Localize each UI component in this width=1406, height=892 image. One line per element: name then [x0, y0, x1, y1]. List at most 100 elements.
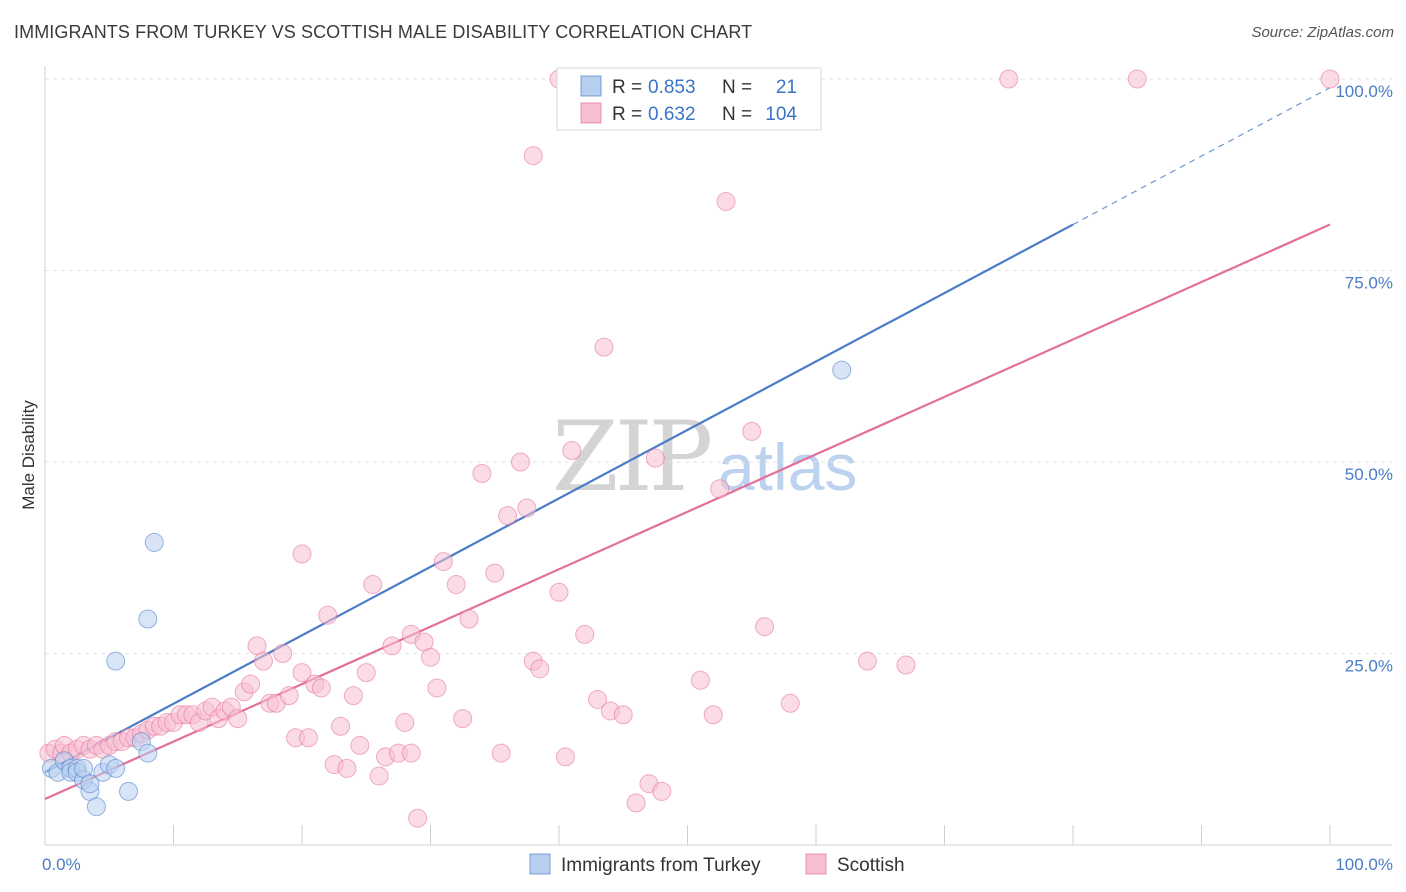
- y-tick-label-25: 25.0%: [1345, 657, 1393, 676]
- point-0-20: [144, 532, 164, 552]
- trend-line-1: [44, 223, 1331, 801]
- point-1-63: [446, 575, 466, 595]
- x-tick-label-0: 0.0%: [42, 855, 81, 874]
- point-1-52: [369, 766, 389, 786]
- point-1-78: [588, 689, 608, 709]
- point-1-99: [401, 743, 421, 763]
- point-0-10: [80, 774, 100, 794]
- point-1-101: [292, 544, 312, 564]
- grid: [45, 78, 1392, 654]
- point-1-96: [999, 69, 1019, 89]
- point-0-21: [832, 360, 852, 380]
- point-1-71: [517, 498, 537, 518]
- point-0-15: [106, 651, 126, 671]
- point-1-38: [279, 686, 299, 706]
- point-1-91: [755, 617, 775, 637]
- legend-swatch-turkey: [529, 853, 551, 875]
- point-1-66: [472, 463, 492, 483]
- point-1-32: [241, 674, 261, 694]
- point-1-74: [549, 582, 569, 602]
- point-1-49: [350, 735, 370, 755]
- stats-r-value-turkey: 0.853: [648, 77, 696, 98]
- point-1-88: [710, 479, 730, 499]
- y-tick-label-100: 100.0%: [1335, 82, 1393, 101]
- point-1-77: [575, 624, 595, 644]
- point-1-69: [498, 506, 518, 526]
- point-0-16: [119, 781, 139, 801]
- point-1-79: [594, 337, 614, 357]
- stats-r-value-scottish: 0.632: [648, 104, 696, 125]
- stats-n-value-turkey: 21: [776, 77, 797, 98]
- point-1-75: [555, 747, 575, 767]
- point-1-76: [562, 441, 582, 461]
- point-1-97: [1127, 69, 1147, 89]
- stats-legend: R = 0.853 N = 21 R = 0.632 N = 104: [556, 67, 822, 131]
- point-1-67: [485, 563, 505, 583]
- point-1-48: [343, 686, 363, 706]
- data-points: [39, 69, 1340, 828]
- stats-n-value-scottish: 104: [765, 104, 797, 125]
- y-axis-label: Male Disability: [19, 400, 38, 510]
- trend-lines: [44, 87, 1331, 801]
- series-legend: Immigrants from Turkey Scottish: [529, 853, 905, 876]
- source-label: Source: ZipAtlas.com: [1251, 24, 1394, 41]
- point-1-58: [408, 808, 428, 828]
- legend-label-turkey: Immigrants from Turkey: [561, 855, 761, 876]
- stats-legend-swatch-scottish: [580, 102, 602, 124]
- point-1-82: [626, 793, 646, 813]
- point-1-43: [311, 678, 331, 698]
- point-0-19: [138, 609, 158, 629]
- point-1-81: [613, 705, 633, 725]
- point-1-92: [780, 693, 800, 713]
- point-0-18: [138, 743, 158, 763]
- y-tick-label-50: 50.0%: [1345, 465, 1393, 484]
- axes: [44, 66, 1392, 846]
- point-1-64: [453, 709, 473, 729]
- point-1-30: [228, 709, 248, 729]
- point-1-73: [530, 659, 550, 679]
- point-1-90: [742, 421, 762, 441]
- legend-swatch-scottish: [805, 853, 827, 875]
- point-1-70: [510, 452, 530, 472]
- point-1-41: [298, 728, 318, 748]
- stats-legend-swatch-turkey: [580, 75, 602, 97]
- tick-labels: 25.0% 50.0% 75.0% 100.0% 0.0% 100.0%: [42, 82, 1393, 874]
- point-1-56: [395, 712, 415, 732]
- point-1-54: [382, 636, 402, 656]
- trend-extension-0: [1072, 87, 1331, 226]
- x-tick-label-100: 100.0%: [1335, 855, 1393, 874]
- point-1-85: [652, 781, 672, 801]
- stats-r-label-turkey: R =: [612, 77, 642, 98]
- point-1-47: [337, 758, 357, 778]
- point-1-94: [857, 651, 877, 671]
- stats-n-label-turkey: N =: [722, 77, 752, 98]
- y-tick-label-75: 75.0%: [1345, 274, 1393, 293]
- point-1-86: [690, 670, 710, 690]
- legend-label-scottish: Scottish: [837, 855, 905, 876]
- chart-title: IMMIGRANTS FROM TURKEY VS SCOTTISH MALE …: [14, 22, 753, 42]
- point-1-100: [523, 146, 543, 166]
- point-1-37: [273, 644, 293, 663]
- trend-line-0: [44, 223, 1074, 774]
- watermark-zip: ZIP: [552, 401, 711, 513]
- point-1-61: [427, 678, 447, 698]
- point-1-68: [491, 743, 511, 763]
- point-1-89: [716, 192, 736, 212]
- point-1-95: [896, 655, 916, 675]
- point-1-65: [459, 609, 479, 629]
- point-1-46: [331, 716, 351, 736]
- point-1-51: [363, 575, 383, 595]
- point-0-11: [86, 797, 106, 817]
- point-1-40: [292, 663, 312, 683]
- point-1-84: [645, 448, 665, 468]
- point-1-87: [703, 705, 723, 725]
- point-1-98: [1320, 69, 1340, 89]
- point-0-14: [106, 758, 126, 778]
- stats-n-label-scottish: N =: [722, 104, 752, 125]
- point-1-60: [421, 647, 440, 667]
- point-1-62: [433, 552, 453, 572]
- point-1-34: [253, 651, 273, 671]
- point-1-50: [356, 663, 376, 683]
- point-1-44: [318, 605, 338, 625]
